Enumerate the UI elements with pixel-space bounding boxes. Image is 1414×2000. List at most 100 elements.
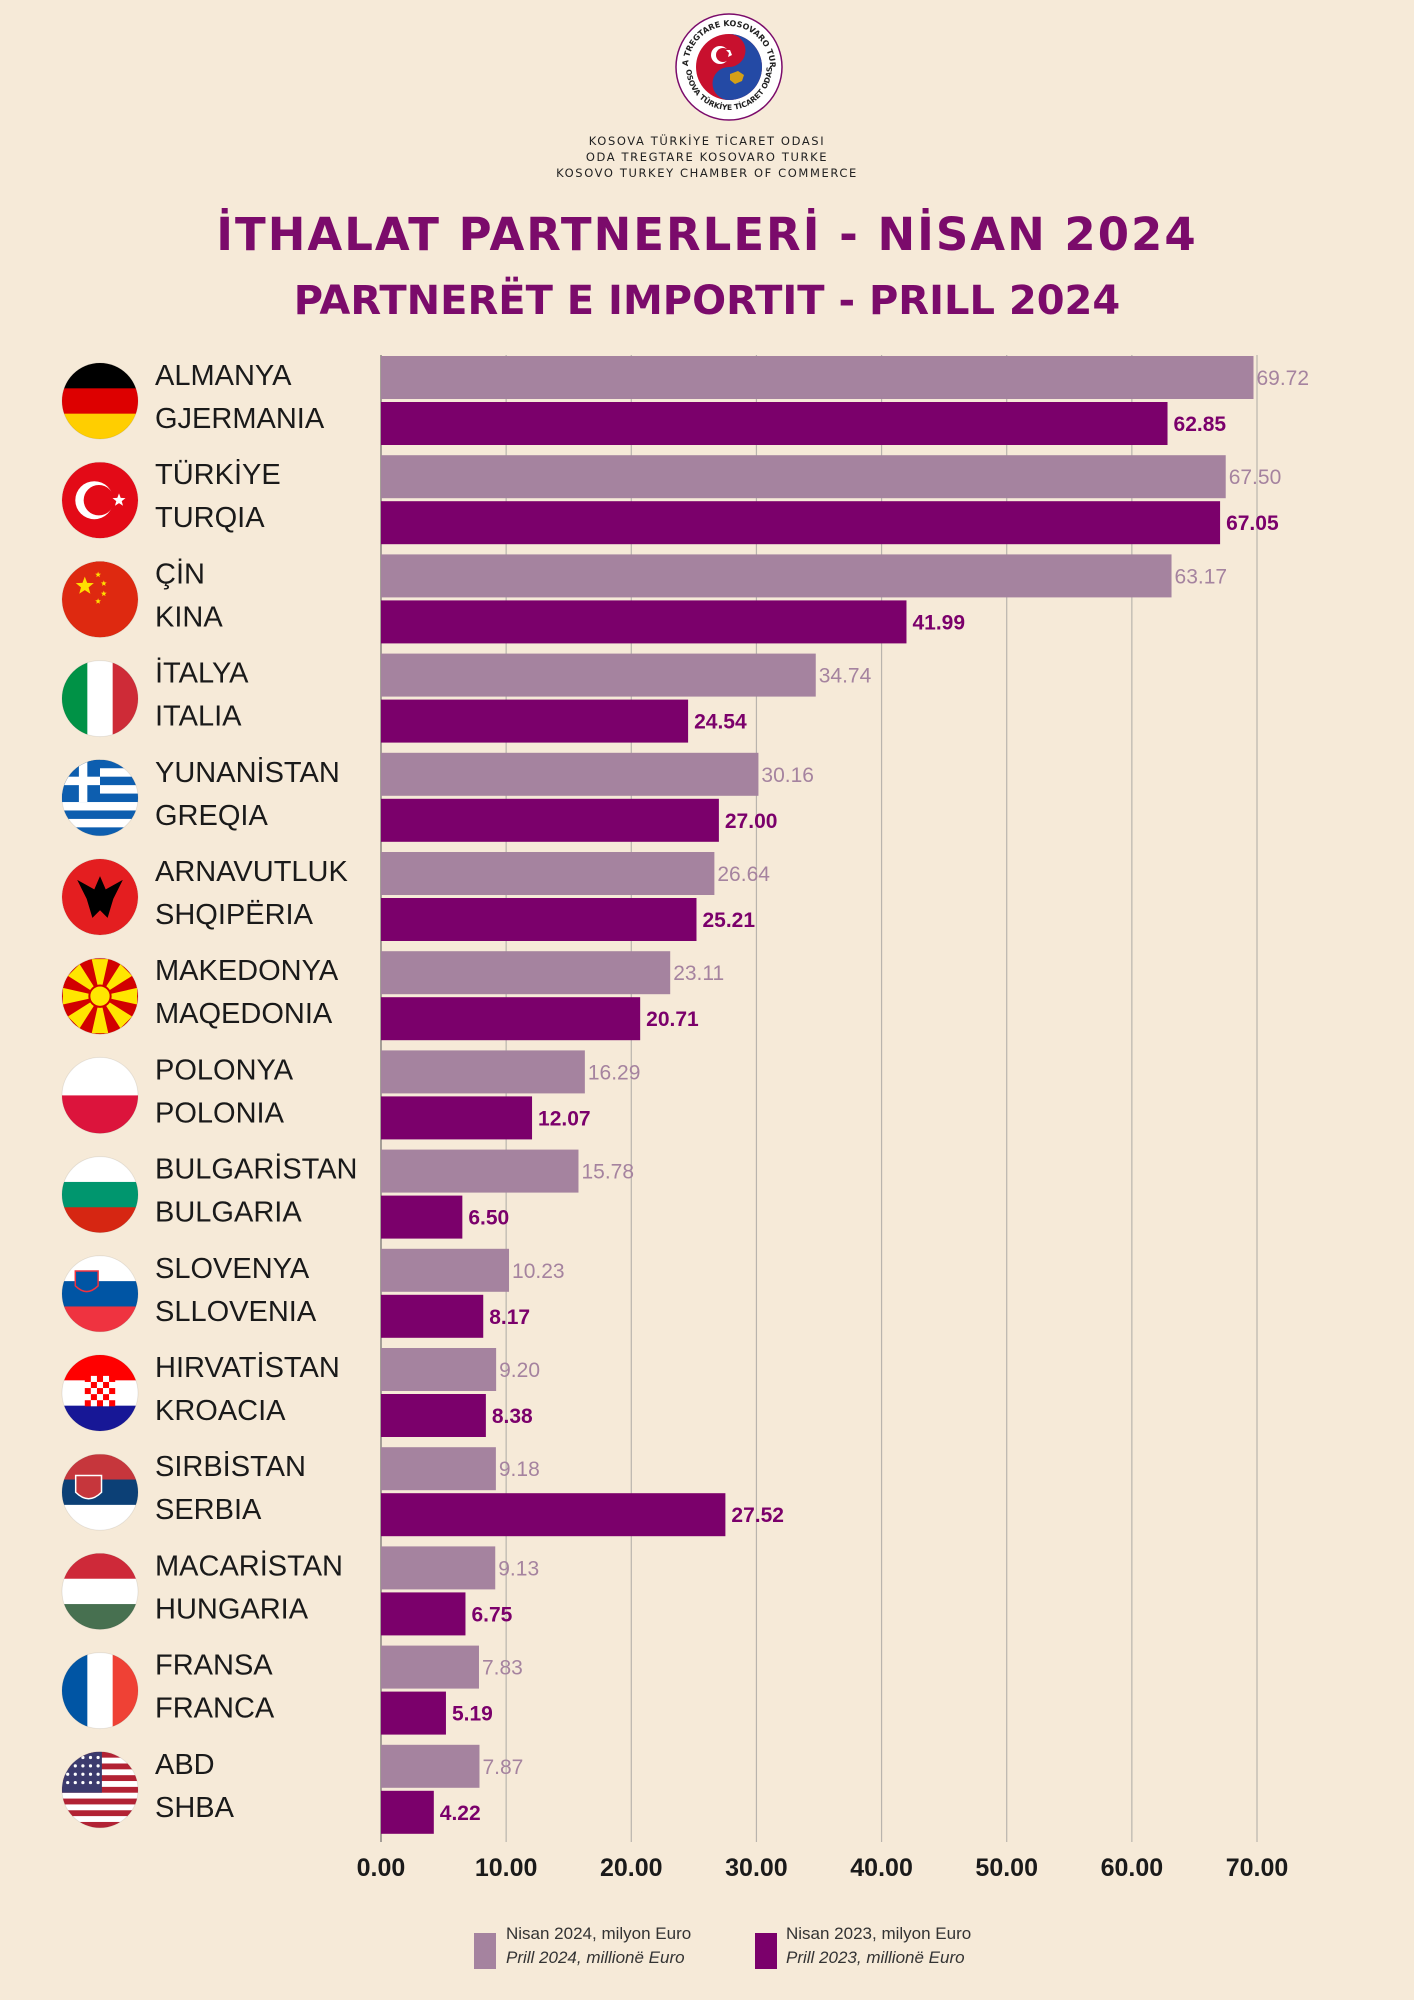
legend-label-2024-sq: Prill 2024, millionë Euro [506, 1948, 685, 1967]
bar-2024 [381, 1546, 496, 1590]
data-label-2023: 4.22 [440, 1802, 481, 1825]
flag-outline [61, 858, 139, 936]
bar-2024 [381, 653, 816, 697]
flag-outline [61, 1652, 139, 1730]
country-label-sq: MAQEDONIA [155, 998, 333, 1030]
bar-2023 [381, 501, 1221, 545]
country-label-tr: MACARİSTAN [155, 1549, 343, 1582]
bar-2024 [381, 1248, 510, 1292]
page-title: İTHALAT PARTNERLERİ - NİSAN 2024 [216, 208, 1198, 261]
country-label-sq: GREQIA [155, 800, 268, 832]
bar-2024 [381, 554, 1172, 598]
data-label-2024: 69.72 [1256, 367, 1309, 390]
bar-2023 [381, 600, 907, 644]
bar-2023 [381, 1592, 466, 1636]
bar-2023 [381, 699, 689, 743]
bar-2024 [381, 752, 759, 796]
data-label-2023: 12.07 [538, 1107, 591, 1130]
bar-2024 [381, 1348, 497, 1391]
data-label-2023: 6.75 [471, 1603, 512, 1626]
flag-outline [61, 1751, 139, 1829]
country-label-tr: ABD [155, 1749, 215, 1781]
bar-2024 [381, 1149, 579, 1193]
bar-2024 [381, 1744, 480, 1788]
bar-2024 [381, 1447, 496, 1491]
legend-label-2024: Nisan 2024, milyon Euro Prill 2024, mill… [506, 1922, 691, 1970]
data-label-2024: 7.83 [482, 1657, 523, 1680]
x-tick-label: 60.00 [1101, 1854, 1164, 1882]
flag-outline [61, 660, 139, 738]
china-flag-icon [62, 561, 138, 638]
bar-2023 [381, 1195, 463, 1239]
country-label-tr: BULGARİSTAN [155, 1153, 358, 1186]
bar-2023 [381, 1790, 434, 1834]
bar-2024 [381, 951, 671, 995]
page-subtitle: PARTNERËT E IMPORTIT - PRILL 2024 [293, 278, 1121, 324]
bar-2024 [381, 356, 1254, 399]
country-label-tr: ÇİN [155, 557, 205, 590]
chamber-logo: ODA TREGTARE KOSOVARO TURKE KOSOVA TÜRKİ… [674, 12, 783, 121]
data-label-2024: 10.23 [512, 1260, 565, 1283]
x-tick-label: 20.00 [600, 1854, 663, 1882]
country-label-sq: BULGARIA [155, 1197, 302, 1229]
legend-label-2024-tr: Nisan 2024, milyon Euro [506, 1924, 692, 1943]
legend-swatch-2023 [755, 1933, 777, 1969]
turkey-flag-icon [62, 462, 138, 539]
data-label-2024: 67.50 [1229, 466, 1282, 489]
bar-2023 [381, 402, 1168, 445]
bar-2023 [381, 1493, 726, 1537]
country-label-tr: MAKEDONYA [155, 955, 339, 987]
flag-outline [61, 362, 139, 440]
country-label-sq: TURQIA [155, 502, 265, 534]
bar-2023 [381, 898, 697, 941]
flag-outline [61, 1156, 139, 1234]
flag-outline [61, 1255, 139, 1333]
country-label-tr: YUNANİSTAN [155, 756, 340, 789]
country-label-sq: SHBA [155, 1792, 235, 1824]
org-name-tr: KOSOVA TÜRKİYE TİCARET ODASI [588, 134, 826, 148]
bar-2023 [381, 1294, 484, 1338]
data-label-2024: 34.74 [819, 665, 872, 688]
data-label-2023: 27.52 [731, 1504, 784, 1527]
bar-2023 [381, 997, 641, 1041]
data-label-2023: 41.99 [912, 611, 965, 634]
bar-2023 [381, 798, 719, 842]
flag-outline [61, 1552, 139, 1630]
data-label-2023: 5.19 [452, 1703, 493, 1726]
usa-flag-icon [62, 1751, 138, 1828]
data-label-2023: 27.00 [725, 810, 778, 833]
legend-label-2023-sq: Prill 2023, millionë Euro [786, 1948, 965, 1967]
hungary-flag-icon [62, 1553, 138, 1630]
data-label-2023: 62.85 [1174, 413, 1227, 436]
bar-2024 [381, 852, 715, 895]
country-label-sq: SHQIPËRIA [155, 899, 314, 931]
bar-2023 [381, 1096, 533, 1140]
data-label-2024: 7.87 [482, 1756, 523, 1779]
country-label-sq: POLONIA [155, 1097, 285, 1129]
country-label-sq: SLLOVENIA [155, 1296, 317, 1328]
country-label-sq: GJERMANIA [155, 403, 325, 435]
country-label-sq: FRANCA [155, 1693, 275, 1725]
country-label-tr: FRANSA [155, 1650, 273, 1682]
albania-flag-icon [62, 859, 138, 935]
data-label-2023: 8.17 [489, 1306, 530, 1329]
data-label-2023: 6.50 [468, 1207, 509, 1230]
data-label-2023: 25.21 [702, 909, 755, 932]
org-name-en: KOSOVO TURKEY CHAMBER OF COMMERCE [556, 166, 858, 180]
data-label-2024: 63.17 [1175, 565, 1228, 588]
data-label-2023: 20.71 [646, 1008, 699, 1031]
x-tick-label: 10.00 [475, 1854, 538, 1882]
country-label-tr: HIRVATİSTAN [155, 1351, 340, 1384]
legend-swatch-2024 [474, 1933, 496, 1969]
x-tick-label: 50.00 [975, 1854, 1038, 1882]
country-label-sq: KROACIA [155, 1395, 286, 1427]
country-label-tr: POLONYA [155, 1054, 294, 1086]
bar-2024 [381, 1050, 585, 1094]
country-label-tr: SIRBİSTAN [155, 1450, 306, 1483]
x-tick-label: 40.00 [850, 1854, 913, 1882]
data-label-2023: 67.05 [1226, 512, 1279, 535]
data-label-2024: 9.18 [499, 1458, 540, 1481]
country-label-sq: HUNGARIA [155, 1593, 309, 1625]
bar-2023 [381, 1394, 486, 1437]
